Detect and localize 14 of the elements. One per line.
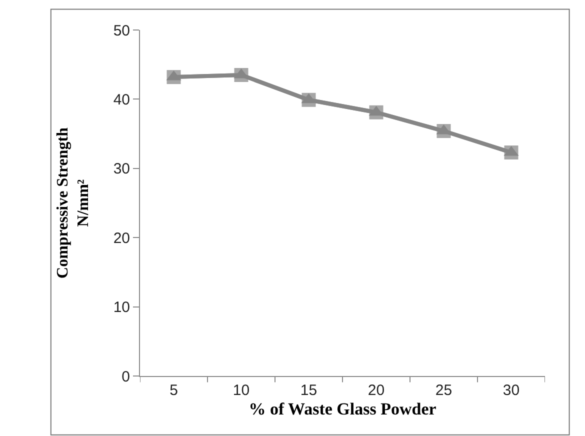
y-tick-label: 10 bbox=[113, 299, 130, 316]
x-tick-label: 20 bbox=[368, 382, 385, 399]
y-axis-title: Compressive Strength N/mm² bbox=[54, 127, 92, 278]
x-tick-label: 30 bbox=[502, 382, 520, 399]
x-tick-label: 25 bbox=[435, 382, 452, 399]
y-tick-label: 20 bbox=[113, 230, 130, 247]
y-tick-label: 50 bbox=[113, 22, 130, 40]
x-tick-label: 15 bbox=[300, 382, 318, 399]
x-tick-label: 5 bbox=[170, 382, 178, 399]
y-tick-label: 40 bbox=[113, 91, 130, 108]
x-axis-title: % of Waste Glass Powder bbox=[248, 399, 437, 418]
x-tick-label: 10 bbox=[232, 382, 250, 399]
y-tick-label: 0 bbox=[122, 368, 130, 386]
y-tick-label: 30 bbox=[113, 160, 130, 178]
